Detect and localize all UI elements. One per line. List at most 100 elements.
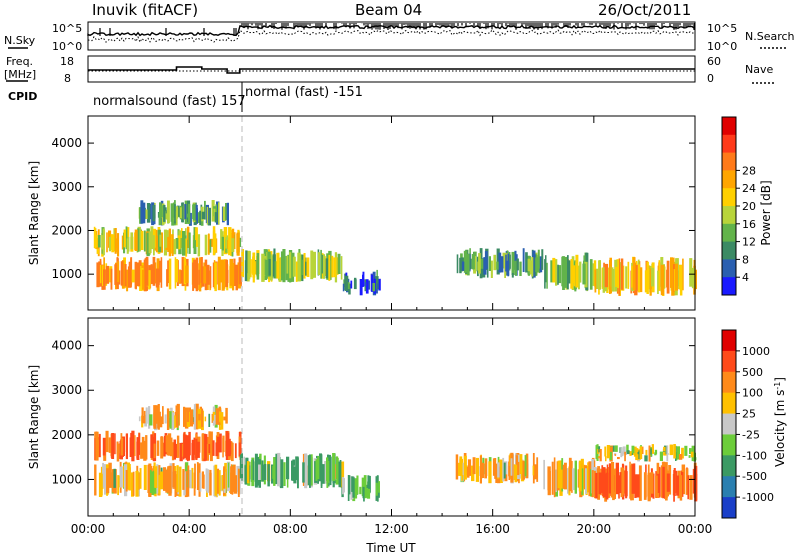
data-cell	[605, 472, 609, 500]
velocity-panel: 1000 2000 3000 4000 00:00 04:00 08:00 12:00 16:…	[27, 317, 787, 554]
data-cell	[104, 464, 107, 495]
power-ylabel: Slant Range [km]	[27, 161, 41, 265]
data-cell	[378, 481, 380, 493]
data-cell	[689, 475, 693, 500]
data-cell	[609, 446, 613, 460]
data-cell	[184, 407, 189, 429]
data-cell	[106, 468, 110, 494]
data-cell	[231, 238, 235, 252]
data-cell	[148, 270, 151, 290]
data-cell	[502, 252, 506, 269]
data-cell	[187, 465, 190, 497]
data-cell	[143, 230, 146, 252]
data-cell	[649, 268, 652, 296]
data-cell	[598, 446, 601, 453]
data-cell	[591, 470, 594, 498]
data-cell	[201, 408, 204, 427]
colorbar-segment	[722, 392, 736, 415]
data-cell	[102, 437, 106, 456]
data-cell	[324, 461, 328, 484]
x-tick-label: 16:00	[475, 522, 510, 536]
data-region	[94, 430, 242, 462]
data-cell	[261, 253, 265, 282]
data-cell	[503, 462, 506, 479]
colorbar-tick-label: 1000	[742, 345, 770, 358]
data-cell	[611, 445, 615, 452]
power-colorbar: 4 8 12 16 20 24 28	[721, 116, 756, 296]
data-cell	[500, 256, 504, 273]
data-cell	[132, 471, 135, 496]
data-cell	[181, 228, 183, 248]
power-colorbar-label: Power [dB]	[759, 180, 773, 245]
data-cell	[578, 460, 582, 492]
data-region	[456, 248, 544, 279]
data-cell	[140, 200, 144, 224]
data-cell	[144, 414, 148, 427]
colorbar-tick-label: 28	[742, 164, 756, 177]
data-cell	[545, 255, 547, 283]
data-cell	[615, 266, 618, 287]
data-cell	[533, 254, 536, 278]
data-cell	[140, 230, 144, 250]
data-region	[94, 461, 241, 498]
station-title: Inuvik (fitACF)	[92, 1, 198, 19]
data-cell	[347, 282, 350, 289]
data-cell	[175, 206, 179, 219]
data-cell	[562, 256, 565, 290]
data-cell	[195, 438, 198, 460]
nsky-line	[87, 24, 695, 37]
data-cell	[139, 468, 142, 489]
data-cell	[154, 407, 157, 424]
data-cell	[174, 204, 176, 224]
data-cell	[194, 463, 196, 489]
data-cell	[663, 446, 666, 456]
data-cell	[321, 464, 325, 484]
data-cell	[185, 238, 188, 257]
data-cell	[568, 457, 572, 492]
data-cell	[368, 280, 370, 290]
data-cell	[99, 264, 102, 284]
data-cell	[466, 466, 470, 478]
data-cell	[344, 275, 349, 291]
data-cell	[126, 462, 130, 490]
data-cell	[625, 465, 628, 499]
data-cell	[302, 462, 305, 483]
data-cell	[681, 447, 684, 459]
colorbar-segment	[722, 371, 736, 394]
data-cell	[574, 460, 577, 494]
data-cell	[204, 443, 207, 453]
data-cell	[537, 249, 540, 269]
data-cell	[573, 265, 576, 287]
data-cell	[114, 433, 116, 455]
data-cell	[307, 455, 311, 486]
data-cell	[145, 209, 148, 219]
x-tick-label: 00:00	[678, 522, 713, 536]
data-cell	[666, 473, 670, 492]
data-cell	[174, 471, 177, 497]
data-cell	[170, 203, 174, 222]
data-cell	[222, 438, 224, 458]
data-cell	[293, 466, 297, 484]
data-cell	[536, 457, 539, 482]
colorbar-segment	[722, 277, 736, 296]
data-cell	[659, 451, 663, 461]
data-cell	[488, 461, 492, 484]
data-cell	[153, 443, 156, 459]
data-cell	[143, 410, 146, 424]
data-cell	[225, 203, 228, 221]
colorbar-segment	[722, 330, 736, 352]
data-cell	[111, 433, 115, 459]
data-cell	[274, 261, 278, 279]
power-x-axis	[87, 116, 696, 310]
x-tick-label: 08:00	[273, 522, 308, 536]
data-cell	[209, 440, 212, 452]
data-cell	[214, 212, 218, 223]
data-cell	[151, 471, 155, 495]
data-cell	[159, 202, 162, 217]
data-cell	[230, 442, 234, 462]
x-tick-label: 12:00	[374, 522, 409, 536]
data-cell	[276, 252, 280, 279]
data-cell	[95, 234, 98, 248]
data-cell	[338, 461, 342, 488]
data-region	[342, 269, 381, 296]
